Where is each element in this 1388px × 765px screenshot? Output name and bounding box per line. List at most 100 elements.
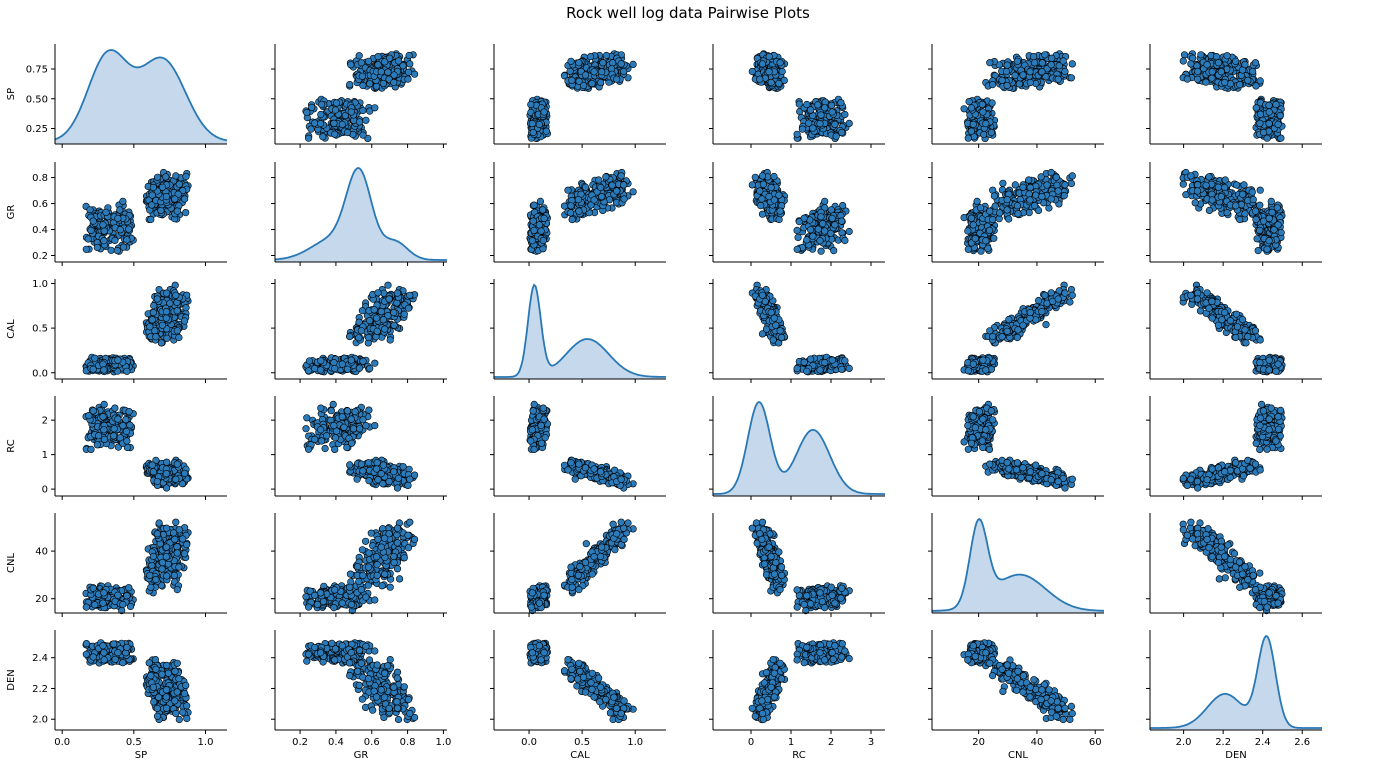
scatter-point xyxy=(543,128,550,135)
scatter-point xyxy=(100,222,107,229)
scatter-point xyxy=(567,210,574,217)
scatter-point xyxy=(1192,200,1199,207)
scatter-point xyxy=(1255,247,1262,254)
scatter-point xyxy=(842,111,849,118)
scatter-point xyxy=(1215,184,1222,191)
scatter-point xyxy=(537,198,544,205)
scatter-point xyxy=(1268,198,1275,205)
scatter-point xyxy=(159,184,166,191)
scatter-point xyxy=(1274,205,1281,212)
scatter-point xyxy=(989,81,996,88)
panel-cal-vs-gr xyxy=(271,279,447,383)
scatter-point xyxy=(996,210,1003,217)
y-tick-label: 0.5 xyxy=(32,324,48,335)
scatter-point xyxy=(620,182,627,189)
scatter-point xyxy=(965,135,972,142)
scatter-point xyxy=(311,120,318,127)
scatter-point xyxy=(117,227,124,234)
scatter-point xyxy=(1012,182,1019,189)
scatter-point xyxy=(176,334,183,341)
scatter-point xyxy=(1016,81,1023,88)
scatter-point xyxy=(1060,58,1067,65)
scatter-point xyxy=(1256,227,1263,234)
scatter-point xyxy=(759,211,766,218)
scatter-point xyxy=(407,61,414,68)
scatter-point xyxy=(842,358,849,365)
scatter-point xyxy=(1004,207,1011,214)
scatter-point xyxy=(759,292,766,299)
scatter-point xyxy=(818,214,825,221)
scatter-point xyxy=(965,228,972,235)
scatter-point xyxy=(1194,76,1201,83)
scatter-point xyxy=(333,100,340,107)
scatter-point xyxy=(1236,81,1243,88)
scatter-point xyxy=(568,203,575,210)
scatter-point xyxy=(183,304,190,311)
scatter-point xyxy=(318,101,325,108)
scatter-point xyxy=(124,368,131,375)
scatter-point xyxy=(1278,229,1285,236)
scatter-point xyxy=(538,228,545,235)
scatter-point xyxy=(759,173,766,180)
scatter-point xyxy=(346,333,353,340)
scatter-point xyxy=(1209,69,1216,76)
scatter-point xyxy=(339,121,346,128)
scatter-point xyxy=(970,222,977,229)
scatter-point xyxy=(1257,78,1264,85)
scatter-point xyxy=(1184,76,1191,83)
scatter-point xyxy=(306,358,313,365)
scatter-point xyxy=(815,102,822,109)
scatter-point xyxy=(181,196,188,203)
scatter-point xyxy=(172,196,179,203)
scatter-point xyxy=(536,222,543,229)
scatter-point xyxy=(103,209,110,216)
scatter-point xyxy=(163,193,170,200)
scatter-point xyxy=(846,228,853,235)
scatter-point xyxy=(1252,59,1259,66)
scatter-point xyxy=(1269,209,1276,216)
scatter-point xyxy=(1014,58,1021,65)
scatter-point xyxy=(591,69,598,76)
scatter-point xyxy=(1221,79,1228,86)
scatter-point xyxy=(794,227,801,234)
scatter-point xyxy=(1188,173,1195,180)
scatter-point xyxy=(318,358,325,365)
scatter-point xyxy=(176,181,183,188)
scatter-point xyxy=(1027,184,1034,191)
scatter-point xyxy=(1241,182,1248,189)
scatter-point xyxy=(770,337,777,344)
scatter-point xyxy=(591,197,598,204)
scatter-point xyxy=(348,357,355,364)
scatter-point xyxy=(569,77,576,84)
scatter-point xyxy=(817,367,824,374)
scatter-point xyxy=(1218,68,1225,75)
scatter-point xyxy=(832,121,839,128)
scatter-point xyxy=(1206,174,1213,181)
scatter-point xyxy=(1253,105,1260,112)
panel-gr-vs-den xyxy=(1146,162,1322,266)
scatter-point xyxy=(318,111,325,118)
scatter-point xyxy=(1068,180,1075,187)
scatter-point xyxy=(979,101,986,108)
scatter-point xyxy=(829,109,836,116)
scatter-point xyxy=(1266,215,1273,222)
scatter-point xyxy=(387,337,394,344)
scatter-point xyxy=(174,328,181,335)
scatter-point xyxy=(980,109,987,116)
scatter-point xyxy=(163,308,170,315)
scatter-point xyxy=(308,126,315,133)
scatter-point xyxy=(832,222,839,229)
scatter-point xyxy=(1061,192,1068,199)
scatter-point xyxy=(598,193,605,200)
scatter-point xyxy=(603,52,610,59)
scatter-point xyxy=(114,247,121,254)
scatter-point xyxy=(1224,209,1231,216)
scatter-point xyxy=(1215,60,1222,67)
scatter-point xyxy=(380,317,387,324)
scatter-point xyxy=(1250,196,1257,203)
panel-sp-vs-rc xyxy=(709,44,885,148)
scatter-point xyxy=(1249,68,1256,75)
scatter-point xyxy=(1027,69,1034,76)
scatter-point xyxy=(846,120,853,127)
kde-fill xyxy=(275,168,447,262)
